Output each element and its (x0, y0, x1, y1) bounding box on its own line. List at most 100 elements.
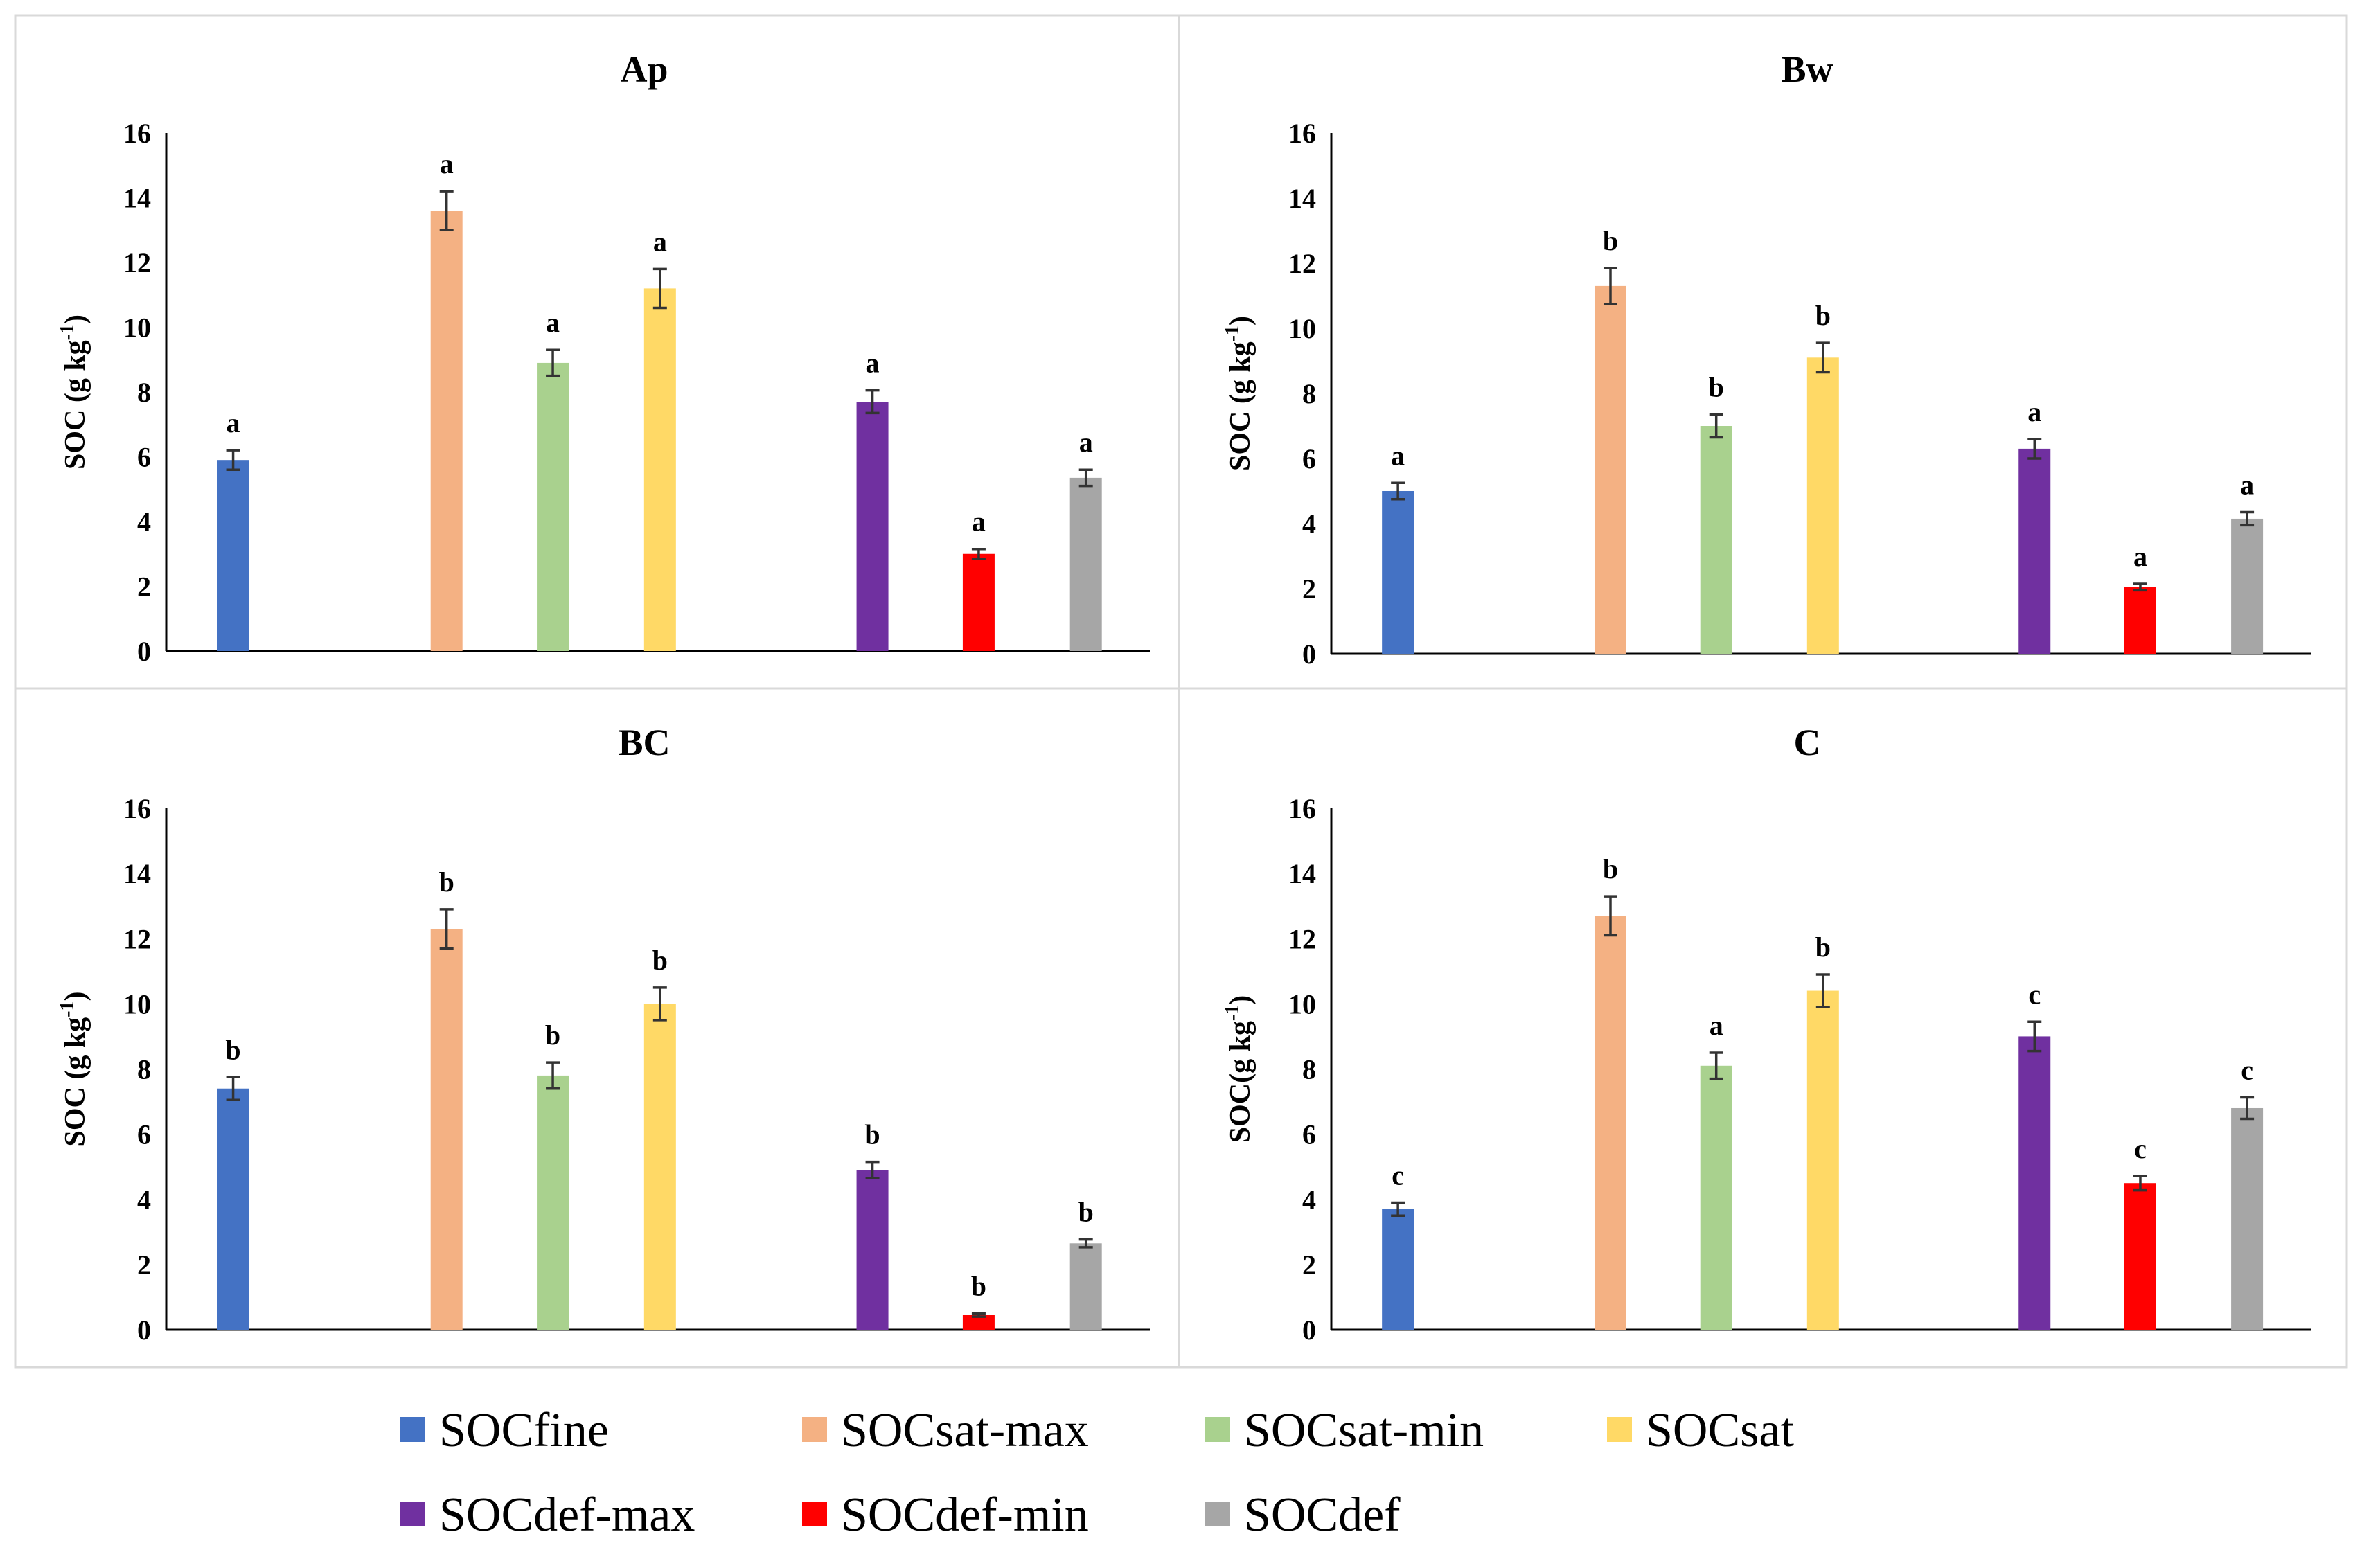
y-tick-label: 6 (137, 1119, 151, 1150)
significance-letter: a (653, 226, 667, 257)
error-bar (1709, 1051, 1723, 1080)
y-tick-label: 14 (1288, 183, 1316, 214)
legend-label: SOCdef (1244, 1488, 1401, 1542)
significance-letter: c (2134, 1133, 2147, 1164)
significance-letter: a (2240, 470, 2254, 501)
error-bar (1709, 413, 1723, 439)
bar-socsat (643, 1004, 676, 1330)
significance-letter: a (1079, 427, 1093, 458)
error-bar (1603, 267, 1617, 305)
legend-item-socdef-min: SOCdef-min (802, 1488, 1089, 1542)
bar-socdef-min (2124, 587, 2156, 654)
significance-letter: a (227, 407, 240, 438)
significance-letter: b (1078, 1197, 1094, 1228)
error-bar (1078, 1238, 1093, 1249)
y-tick-label: 6 (137, 442, 151, 473)
y-tick-label: 12 (123, 247, 151, 278)
legend-item-socsat-min: SOCsat-min (1205, 1404, 1484, 1457)
y-tick-label: 0 (137, 636, 151, 667)
significance-letter: a (440, 148, 454, 179)
error-bar (2240, 1096, 2255, 1121)
y-tick-label: 0 (137, 1315, 151, 1346)
legend-swatch (802, 1417, 827, 1442)
legend-label: SOCsat-max (841, 1404, 1089, 1457)
error-bar (1815, 341, 1830, 374)
significance-letter: b (971, 1270, 986, 1301)
significance-letter: b (652, 945, 668, 976)
y-tick-label: 4 (137, 1184, 151, 1215)
y-tick-label: 12 (1288, 923, 1316, 954)
bar-socsat-max (1594, 285, 1626, 654)
y-tick-label: 8 (137, 377, 151, 408)
bar-socsat-min (1700, 426, 1732, 654)
bar-socsat-min (537, 1075, 569, 1330)
y-tick-label: 0 (1302, 639, 1316, 670)
significance-letter: b (864, 1119, 880, 1150)
bar-socsat-min (1700, 1065, 1732, 1330)
panel-bc: BC 0 2 4 6 8 10 12 14 16 SOC (g kg-1) b b b b b b b (14, 687, 1180, 1369)
error-bar (652, 986, 667, 1022)
significance-letter: c (2028, 979, 2041, 1010)
y-tick-label: 6 (1302, 1119, 1316, 1150)
y-tick-label: 10 (123, 988, 151, 1019)
panel-title: Ap (620, 48, 668, 90)
y-tick-label: 10 (1288, 988, 1316, 1019)
error-bar (439, 908, 454, 950)
significance-letter: a (866, 348, 880, 379)
y-tick-label: 4 (1302, 1184, 1316, 1215)
y-tick-label: 14 (123, 858, 151, 889)
error-bar (546, 1061, 560, 1090)
significance-letter: c (2241, 1054, 2253, 1085)
significance-letter: c (1392, 1159, 1404, 1191)
significance-letter: a (972, 506, 986, 537)
y-tick-label: 4 (137, 506, 151, 537)
significance-letter: b (1815, 932, 1831, 963)
y-tick-label: 8 (137, 1054, 151, 1085)
error-bar (2027, 438, 2042, 460)
significance-letter: b (545, 1019, 560, 1051)
error-bar (546, 348, 560, 377)
bar-socdef-max (2018, 1036, 2051, 1330)
error-bar (1078, 468, 1093, 488)
significance-letter: b (439, 866, 454, 898)
error-bar (1391, 1201, 1405, 1218)
legend-label: SOCfine (439, 1404, 609, 1457)
legend-item-socdef-max: SOCdef-max (400, 1488, 695, 1542)
error-bar (652, 267, 667, 310)
bar-socsat-max (430, 929, 463, 1330)
legend-swatch (802, 1502, 827, 1526)
panel-frame (1178, 687, 2348, 1369)
y-tick-label: 16 (123, 118, 151, 149)
y-tick-label: 6 (1302, 443, 1316, 474)
bar-socdef-min (962, 1315, 995, 1330)
y-axis-label: SOC(g kg-1) (1222, 995, 1257, 1143)
legend-item-socsat-max: SOCsat-max (802, 1404, 1089, 1457)
legend-swatch (1607, 1417, 1632, 1442)
bar-socdef (2231, 1107, 2264, 1330)
y-tick-label: 14 (123, 183, 151, 214)
significance-letter: b (225, 1034, 240, 1065)
error-bar (2027, 1020, 2042, 1053)
panel-title: C (1794, 722, 1821, 763)
legend: SOCfine SOCsat-max SOCsat-min SOCsat SOCdef-… (400, 1404, 1794, 1542)
panel-title: Bw (1781, 48, 1833, 90)
significance-letter: b (1709, 372, 1724, 403)
legend-item-socdef: SOCdef (1205, 1488, 1401, 1542)
bar-socdef-min (962, 553, 995, 651)
error-bar (226, 449, 240, 471)
y-tick-label: 16 (1288, 793, 1316, 824)
y-tick-label: 8 (1302, 378, 1316, 409)
y-tick-label: 16 (1288, 118, 1316, 149)
panel-ap: Ap 0 2 4 6 8 10 12 14 16 SOC (g kg-1) a a a a a a a (14, 14, 1180, 690)
bar-socdef-min (2124, 1183, 2156, 1330)
error-bar (2133, 582, 2147, 592)
panel-frame (14, 687, 1180, 1369)
y-tick-label: 2 (1302, 573, 1316, 605)
bar-socsat (1806, 990, 1839, 1330)
bar-socfine (1382, 1209, 1414, 1330)
error-bar (971, 1312, 986, 1318)
error-bar (1603, 895, 1617, 937)
y-axis-label: SOC (g kg-1) (57, 314, 91, 470)
error-bar (865, 1160, 880, 1179)
